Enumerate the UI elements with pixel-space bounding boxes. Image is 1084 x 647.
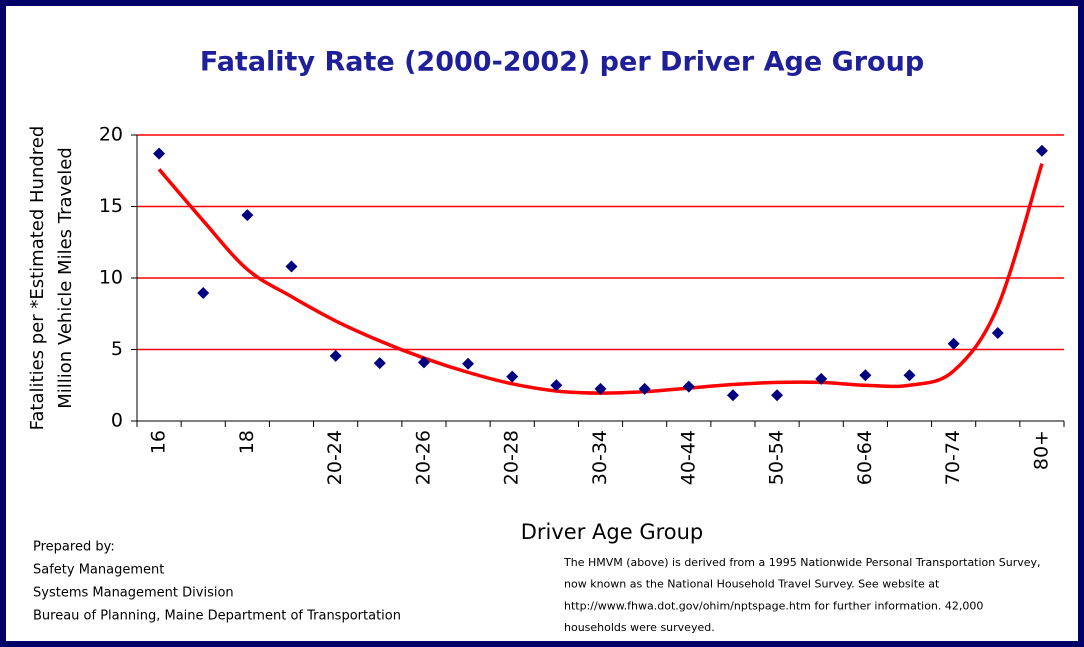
data-point (329, 349, 342, 362)
footer-text: Safety Management (33, 563, 164, 578)
data-point (153, 147, 166, 160)
data-point (373, 357, 386, 370)
data-point (594, 382, 607, 395)
x-tick-label: 20-26 (412, 430, 434, 485)
x-tick-label: 40-44 (677, 430, 699, 485)
data-point (550, 379, 563, 392)
x-tick-label: 16 (148, 430, 170, 454)
trendline (157, 163, 1044, 395)
x-tick-label: 60-64 (854, 430, 876, 485)
data-point (638, 382, 651, 395)
data-point (903, 369, 916, 382)
data-point (1035, 144, 1048, 157)
y-tick-label: 5 (111, 338, 123, 360)
chart-title: Fatality Rate (2000-2002) per Driver Age… (200, 47, 924, 78)
x-tick-label: 50-54 (766, 430, 788, 485)
footnote: http://www.fhwa.dot.gov/ohim/nptspage.ht… (564, 599, 983, 612)
data-point (947, 337, 960, 350)
y-tick-label: 15 (99, 195, 123, 217)
data-point (506, 370, 519, 383)
x-tick-label: 30-34 (589, 430, 611, 485)
data-point (682, 380, 695, 393)
y-tick-label: 0 (111, 410, 123, 432)
footer-text: Bureau of Planning, Maine Department of … (33, 609, 401, 624)
data-point (241, 209, 254, 222)
data-point (462, 357, 475, 370)
x-tick-label: 80+ (1030, 430, 1052, 470)
footnote: The HMVM (above) is derived from a 1995 … (563, 556, 1041, 569)
data-point (285, 260, 298, 273)
data-point (726, 389, 739, 402)
x-tick-label: 70-74 (942, 430, 964, 485)
y-tick-label: 10 (99, 267, 123, 289)
data-point (771, 389, 784, 402)
data-point (859, 369, 872, 382)
x-axis-title: Driver Age Group (521, 520, 704, 544)
y-axis-title: Fatalities per *Estimated Hundred (27, 126, 48, 431)
y-tick-label: 20 (99, 124, 123, 146)
x-tick-label: 18 (236, 430, 258, 454)
data-point (417, 356, 430, 369)
y-axis-title: Million Vehicle Miles Traveled (55, 147, 76, 408)
footnote: households were surveyed. (564, 621, 715, 634)
footer-text: Prepared by: (33, 540, 115, 555)
data-point (815, 372, 828, 385)
footnote: now known as the National Household Trav… (564, 578, 940, 591)
data-point (197, 287, 210, 300)
data-point (991, 327, 1004, 340)
x-tick-label: 20-24 (324, 430, 346, 485)
footer-text: Systems Management Division (33, 586, 234, 601)
x-tick-label: 20-28 (501, 430, 523, 485)
